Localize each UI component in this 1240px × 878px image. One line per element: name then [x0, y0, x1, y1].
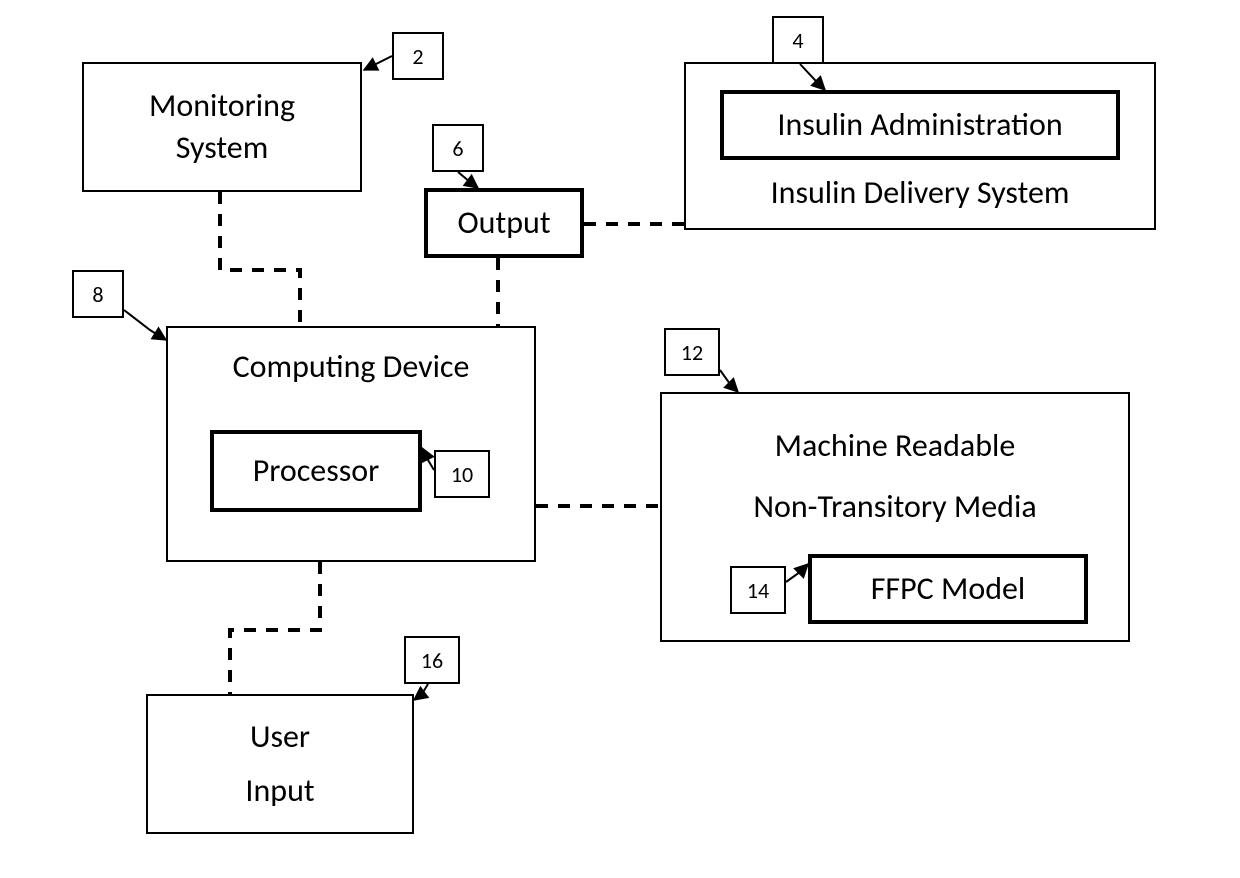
ref-label-12-text: 12 [681, 339, 703, 366]
node-user-input: User Input [146, 694, 414, 834]
node-ffpc-model: FFPC Model [808, 554, 1088, 624]
edge-monitoring-to-computing [220, 192, 300, 326]
node-output: Output [424, 188, 584, 258]
ref-label-6-text: 6 [452, 135, 463, 162]
ref-label-2: 2 [392, 32, 444, 80]
insulin-administration-text: Insulin Administration [777, 104, 1062, 146]
leader-2 [364, 56, 392, 70]
edge-computing-to-user [230, 562, 320, 694]
ref-label-16: 16 [404, 636, 460, 684]
ref-label-4: 4 [772, 16, 824, 64]
computing-device-text: Computing Device [233, 346, 470, 388]
monitoring-line1: Monitoring [149, 86, 295, 125]
ref-label-8: 8 [72, 270, 124, 318]
media-line1: Machine Readable [775, 426, 1016, 465]
ref-label-14-text: 14 [747, 577, 769, 604]
node-monitoring-system: Monitoring System [82, 62, 362, 192]
leader-16 [414, 684, 428, 700]
ref-label-10: 10 [434, 450, 490, 498]
processor-text: Processor [253, 450, 380, 492]
user-line1: User [250, 717, 310, 756]
ref-label-16-text: 16 [421, 647, 443, 674]
insulin-delivery-caption: Insulin Delivery System [771, 173, 1070, 212]
ref-label-14: 14 [730, 566, 786, 614]
leader-8 [124, 310, 166, 340]
leader-6 [458, 172, 478, 188]
monitoring-line2: System [176, 128, 269, 167]
leader-12 [720, 370, 738, 392]
ffpc-model-text: FFPC Model [871, 568, 1026, 610]
ref-label-12: 12 [664, 328, 720, 376]
media-line2: Non-Transitory Media [753, 487, 1036, 526]
output-text: Output [457, 202, 550, 244]
node-processor: Processor [210, 430, 422, 512]
ref-label-10-text: 10 [451, 461, 473, 488]
user-line2: Input [245, 771, 314, 810]
ref-label-6: 6 [432, 124, 484, 172]
node-insulin-administration: Insulin Administration [720, 90, 1120, 160]
ref-label-2-text: 2 [412, 43, 423, 70]
ref-label-8-text: 8 [92, 281, 103, 308]
diagram-stage: Monitoring System Insulin Delivery Syste… [0, 0, 1240, 878]
ref-label-4-text: 4 [792, 27, 803, 54]
